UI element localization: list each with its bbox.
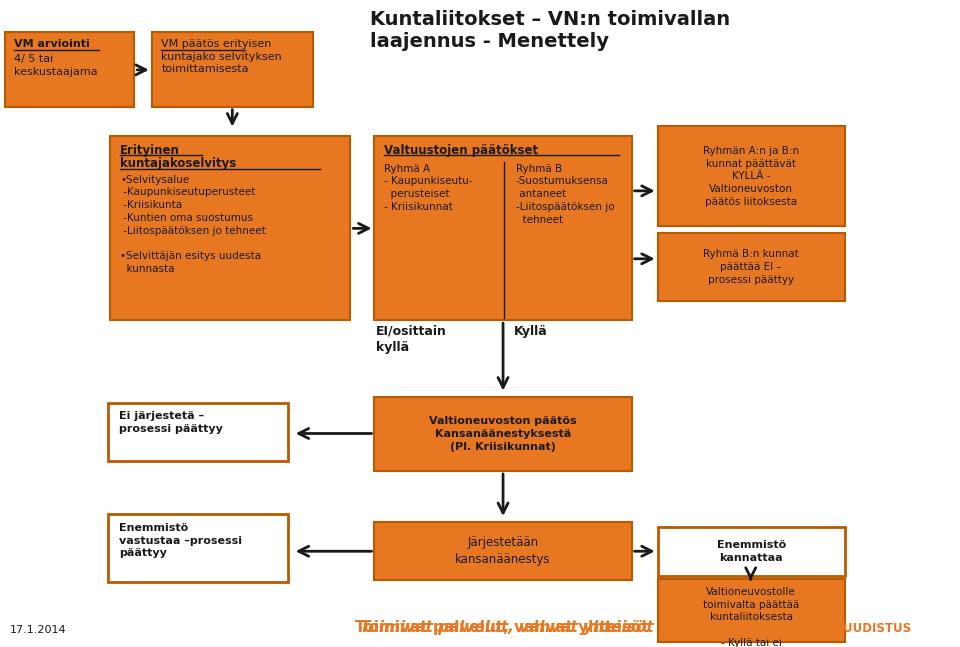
FancyBboxPatch shape (658, 126, 845, 226)
Text: Valtioneuvoston päätös
Kansanäänestyksestä
(Pl. Kriisikunnat): Valtioneuvoston päätös Kansanäänestykses… (429, 416, 577, 452)
FancyBboxPatch shape (658, 527, 845, 576)
Text: Järjestetään
kansanäänestys: Järjestetään kansanäänestys (455, 536, 551, 566)
Text: kuntajakoselvitys: kuntajakoselvitys (120, 157, 236, 170)
Text: Valtioneuvostolle
toimivalta päättää
kuntaliitoksesta

- Kyllä tai ei: Valtioneuvostolle toimivalta päättää kun… (703, 587, 800, 647)
Text: Kyllä: Kyllä (514, 325, 547, 338)
FancyBboxPatch shape (658, 233, 845, 301)
Text: Enemmistö
vastustaa –prosessi
päättyy: Enemmistö vastustaa –prosessi päättyy (119, 523, 242, 558)
Text: EI/osittain
kyllä: EI/osittain kyllä (376, 325, 447, 355)
Text: KUNTA- JA SOTE-UUDISTUS: KUNTA- JA SOTE-UUDISTUS (732, 622, 911, 635)
Text: Toimivat palvelut, vahvat yhteisöt: Toimivat palvelut, vahvat yhteisöt (360, 620, 654, 635)
Text: Enemmistö
kannattaa: Enemmistö kannattaa (716, 540, 786, 563)
Text: Erityinen: Erityinen (120, 144, 180, 157)
FancyBboxPatch shape (374, 397, 632, 471)
Text: Valtuustojen päätökset: Valtuustojen päätökset (384, 144, 539, 157)
Text: 4/ 5 tai
keskustaajama: 4/ 5 tai keskustaajama (14, 54, 98, 76)
Text: Ryhmä A
- Kaupunkiseutu-
  perusteiset
- Kriisikunnat: Ryhmä A - Kaupunkiseutu- perusteiset - K… (384, 164, 472, 212)
Text: 17.1.2014: 17.1.2014 (10, 626, 66, 635)
Text: Toimivat palvelut, vahvat yhteisöt: Toimivat palvelut, vahvat yhteisöt (355, 620, 649, 635)
FancyBboxPatch shape (108, 514, 288, 582)
Text: VM päätös erityisen
kuntajako selvityksen
toimittamisesta: VM päätös erityisen kuntajako selvitykse… (161, 39, 282, 74)
FancyBboxPatch shape (5, 32, 134, 107)
FancyBboxPatch shape (108, 403, 288, 461)
Text: •Selvitysalue
 -Kaupunkiseutuperusteet
 -Kriisikunta
 -Kuntien oma suostumus
 -L: •Selvitysalue -Kaupunkiseutuperusteet -K… (120, 175, 266, 274)
FancyBboxPatch shape (658, 579, 845, 642)
Text: Ryhmän A:n ja B:n
kunnat päättävät
KYLLÄ -
Valtioneuvoston
päätös liitoksesta: Ryhmän A:n ja B:n kunnat päättävät KYLLÄ… (703, 146, 800, 207)
FancyBboxPatch shape (374, 136, 632, 320)
Text: Ei järjestetä –
prosessi päättyy: Ei järjestetä – prosessi päättyy (119, 411, 223, 434)
Text: VM arviointi: VM arviointi (14, 39, 90, 49)
Text: Ryhmä B:n kunnat
päättää EI –
prosessi päättyy: Ryhmä B:n kunnat päättää EI – prosessi p… (704, 249, 799, 285)
FancyBboxPatch shape (152, 32, 313, 107)
Text: Ryhmä B
-Suostumuksensa
 antaneet
-Liitospäätöksen jo
  tehneet: Ryhmä B -Suostumuksensa antaneet -Liitos… (516, 164, 614, 225)
FancyBboxPatch shape (110, 136, 350, 320)
FancyBboxPatch shape (374, 522, 632, 580)
Text: Kuntaliitokset – VN:n toimivallan
laajennus - Menettely: Kuntaliitokset – VN:n toimivallan laajen… (370, 10, 730, 50)
